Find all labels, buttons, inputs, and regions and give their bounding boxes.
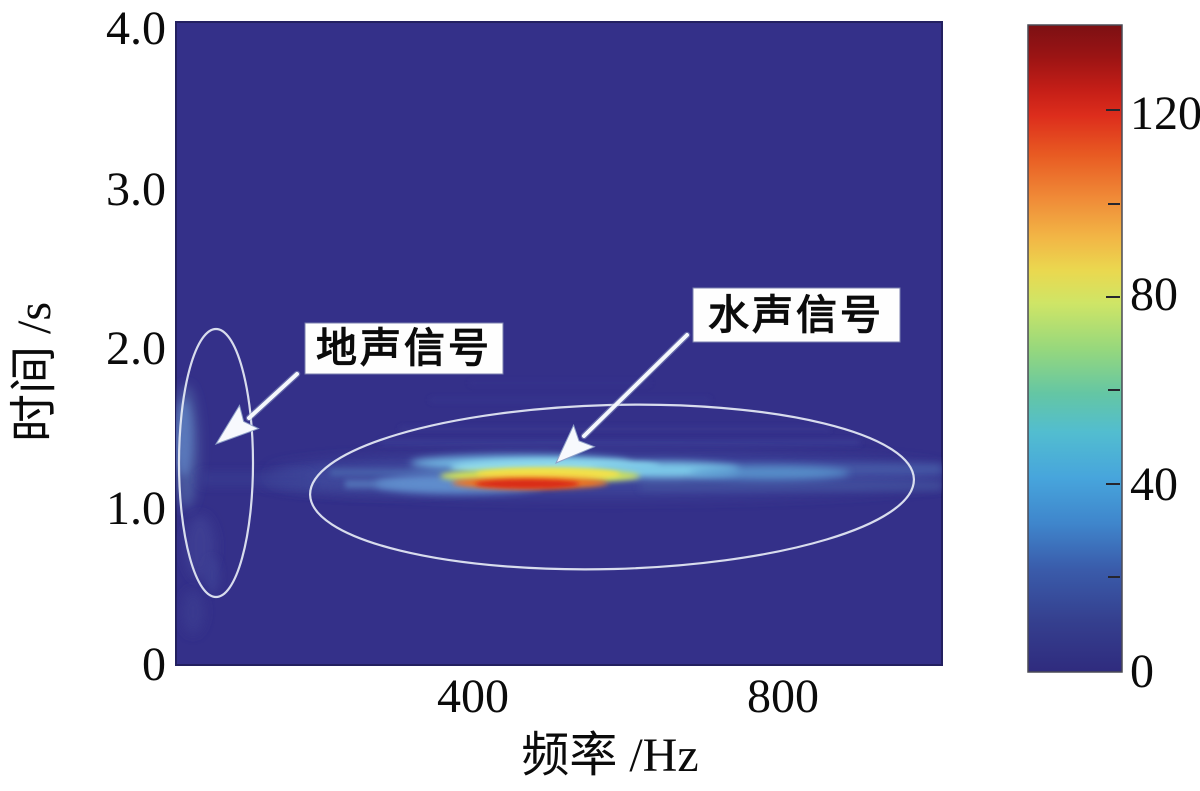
ellipse-ground-signal (177, 327, 255, 599)
y-axis-title: 时间 /s (8, 302, 61, 442)
colorbar-tick-40: 40 (1130, 458, 1178, 511)
colorbar: 120 80 40 0 (1027, 24, 1200, 698)
water-label-text: 水声信号 (708, 292, 884, 338)
faint-upper-striations (380, 381, 860, 445)
y-tick-0: 0 (142, 638, 166, 691)
y-tick-3: 3.0 (106, 163, 166, 216)
plot-background (175, 21, 943, 666)
y-tick-1: 1.0 (106, 482, 166, 535)
y-tick-4: 4.0 (106, 2, 166, 55)
y-tick-2: 2.0 (106, 322, 166, 375)
colorbar-gradient (1027, 24, 1123, 673)
colorbar-tick-0: 0 (1130, 645, 1154, 698)
y-axis: 4.0 3.0 2.0 1.0 0 时间 /s (8, 2, 166, 691)
water-label-box (692, 287, 901, 343)
spectrogram-content (176, 381, 942, 634)
arrow-ground-signal (214, 370, 301, 445)
ground-label-box (304, 322, 504, 375)
colorbar-tick-80: 80 (1130, 268, 1178, 321)
ground-label-text: 地声信号 (316, 325, 492, 371)
ellipse-water-signal (308, 403, 916, 571)
colorbar-tick-120: 120 (1130, 87, 1200, 140)
spectrogram-plot: 地声信号 水声信号 (175, 21, 943, 666)
label-ground-signal: 地声信号 (304, 322, 504, 375)
x-axis: 400 800 频率 /Hz (437, 670, 819, 782)
label-water-signal: 水声信号 (692, 287, 901, 343)
colorbar-ticks (1106, 109, 1120, 578)
x-tick-800: 800 (747, 670, 819, 723)
x-axis-title: 频率 /Hz (521, 729, 698, 782)
arrow-water-signal (554, 331, 691, 464)
water-signal-band (260, 455, 942, 495)
x-tick-400: 400 (437, 670, 509, 723)
